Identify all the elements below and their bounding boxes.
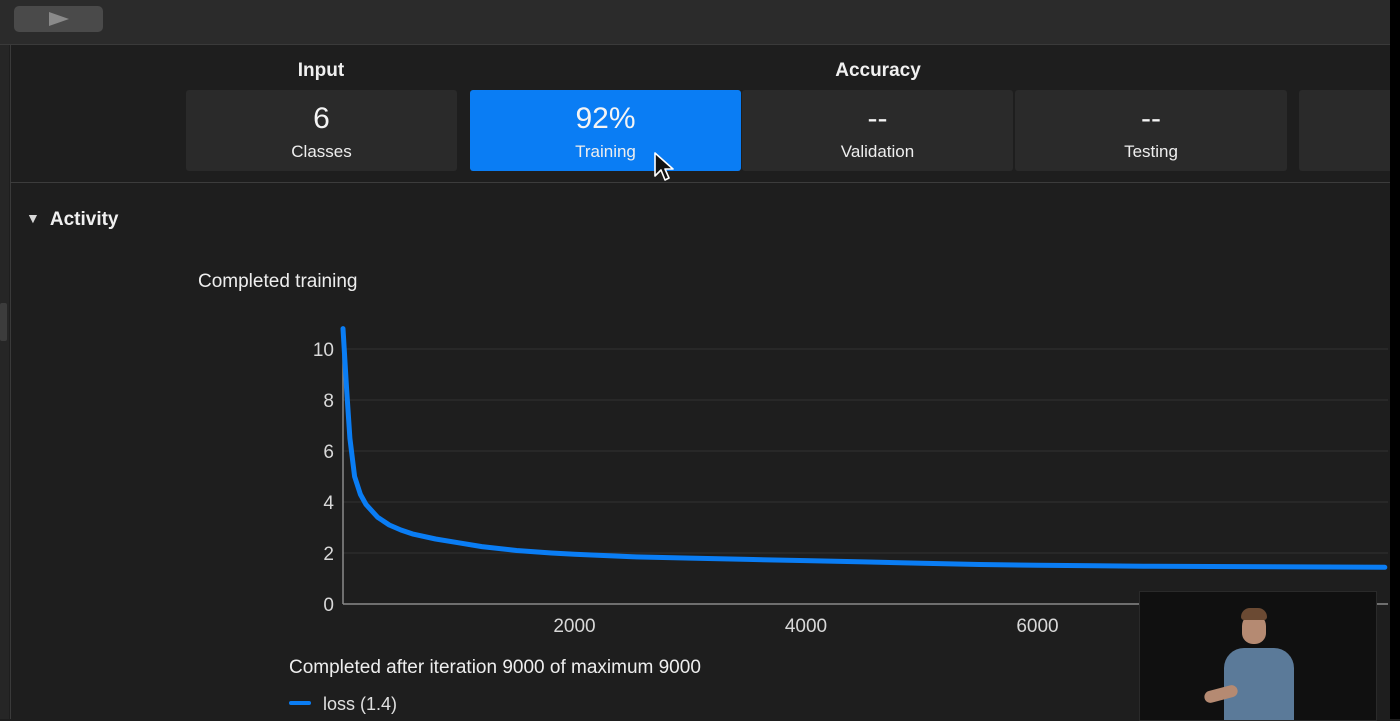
chart-legend: loss (1.4): [289, 694, 397, 715]
y-tick-label: 0: [323, 595, 334, 616]
disclosure-triangle-icon: ▼: [26, 210, 40, 226]
iteration-summary: Completed after iteration 9000 of maximu…: [289, 657, 701, 678]
right-edge: [1390, 0, 1400, 719]
metric-card-partial[interactable]: [1299, 90, 1390, 171]
x-tick-label: 6000: [1016, 616, 1058, 637]
metric-caption: Testing: [1124, 142, 1178, 161]
y-tick-label: 4: [323, 493, 334, 514]
mouse-pointer-icon: [654, 152, 674, 181]
metric-caption: Classes: [291, 142, 352, 161]
x-tick-label: 4000: [785, 616, 827, 637]
play-icon: [49, 12, 69, 26]
legend-label: loss (1.4): [323, 694, 398, 714]
accuracy-section-title: Accuracy: [835, 60, 921, 81]
presenter-video: [1139, 591, 1377, 721]
metric-card-classes[interactable]: 6 Classes: [186, 90, 457, 171]
left-scrollbar[interactable]: [0, 45, 9, 719]
section-divider: [10, 182, 1390, 183]
y-tick-label: 2: [323, 544, 334, 565]
metric-caption: Training: [575, 142, 636, 161]
metric-value: 6: [313, 102, 330, 135]
metric-card-testing[interactable]: -- Testing: [1015, 90, 1287, 171]
y-tick-label: 6: [323, 442, 334, 463]
metric-card-training[interactable]: 92% Training: [470, 90, 741, 171]
toolbar: [0, 0, 1390, 45]
y-tick-label: 8: [323, 391, 334, 412]
activity-disclosure[interactable]: ▼ Activity: [26, 209, 119, 231]
input-section-title: Input: [297, 60, 345, 81]
x-tick-label: 2000: [553, 616, 595, 637]
activity-title: Activity: [49, 209, 119, 230]
metric-value: --: [867, 102, 888, 135]
metric-value: 92%: [575, 102, 636, 135]
presenter-hair: [1241, 608, 1267, 620]
training-status: Completed training: [198, 271, 358, 292]
legend-swatch: [289, 701, 311, 705]
metric-value: --: [1141, 102, 1161, 135]
loss-series-line: [340, 326, 1388, 570]
metric-caption: Validation: [840, 142, 915, 161]
presenter-body: [1224, 648, 1294, 720]
run-button[interactable]: [14, 6, 103, 32]
y-tick-label: 10: [313, 340, 334, 361]
scrollbar-thumb[interactable]: [0, 303, 7, 341]
metric-card-validation[interactable]: -- Validation: [742, 90, 1013, 171]
